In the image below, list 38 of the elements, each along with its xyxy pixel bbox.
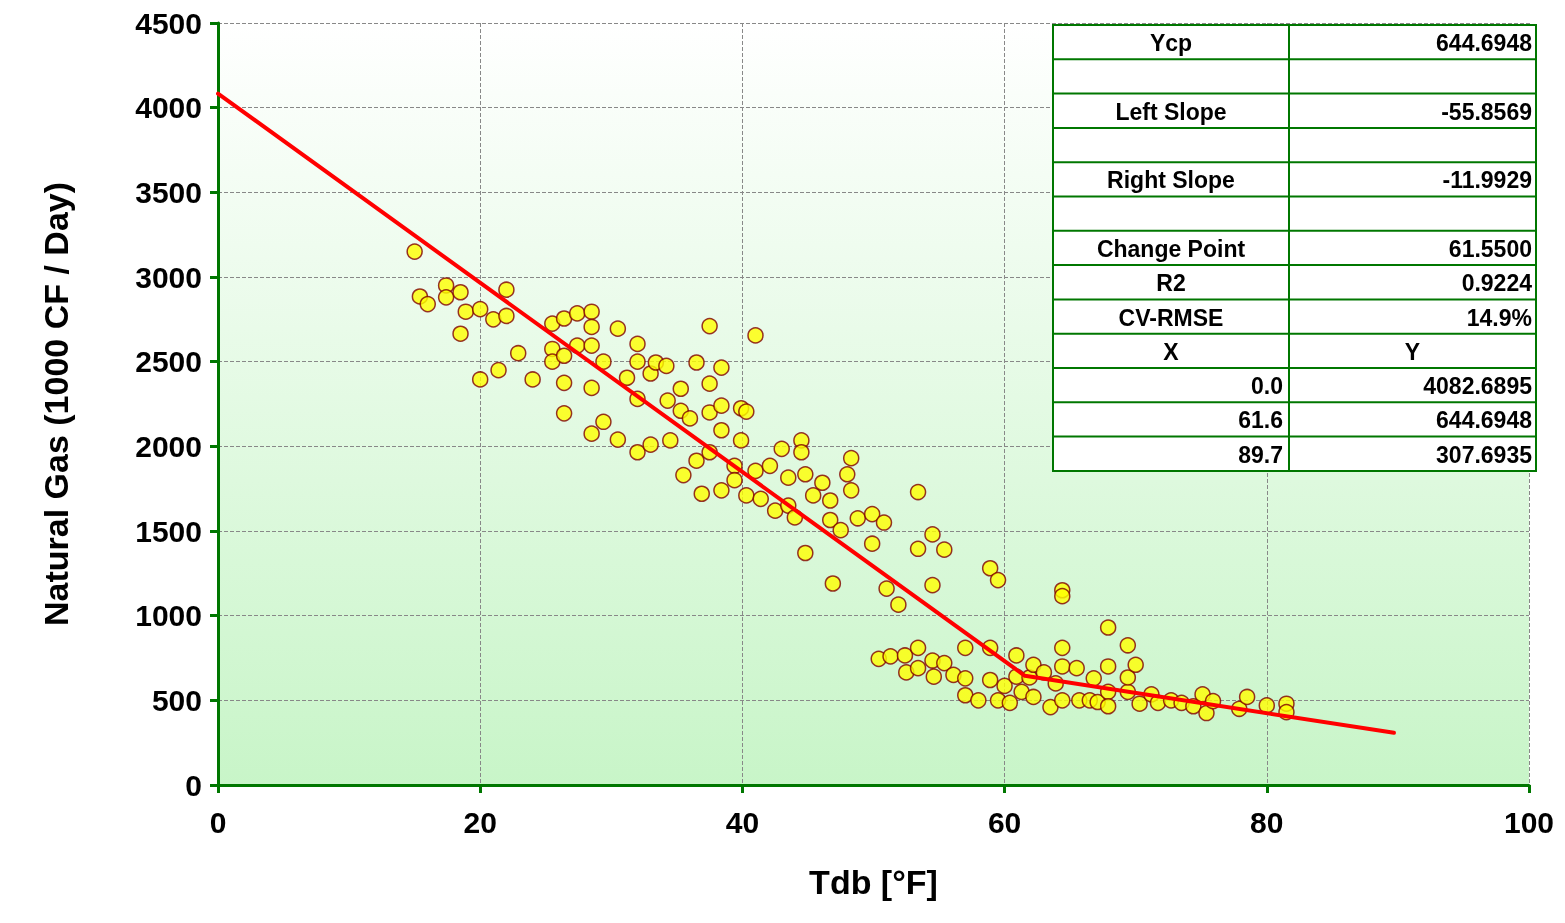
annotation: Left Slope xyxy=(1115,98,1227,125)
annotation: -55.8569 xyxy=(1441,98,1532,125)
y-tick-label: 3500 xyxy=(135,175,202,209)
annotation: Change Point xyxy=(1096,235,1246,262)
x-tick-label: 40 xyxy=(725,805,760,839)
y-tick-label: 4500 xyxy=(135,6,202,40)
y-tick-label: 1500 xyxy=(135,514,202,548)
y-tick-label: 500 xyxy=(151,683,202,717)
annotation: 0.9224 xyxy=(1461,270,1533,297)
x-tick-label: 20 xyxy=(463,805,497,839)
annotation: R2 xyxy=(1156,270,1186,297)
annotation: -11.9929 xyxy=(1442,167,1532,194)
annotation: Right Slope xyxy=(1107,167,1235,194)
annotation: 307.6935 xyxy=(1436,441,1533,468)
x-tick-label: 60 xyxy=(987,805,1022,839)
annotation: 61.5500 xyxy=(1448,235,1532,262)
annotation: 644.6948 xyxy=(1436,30,1533,57)
y-tick-label: 3000 xyxy=(135,260,202,294)
y-tick-label: 0 xyxy=(185,768,202,802)
annotation: 89.7 xyxy=(1238,441,1283,468)
x-tick-label: 0 xyxy=(209,805,227,839)
annotation: 4082.6895 xyxy=(1423,373,1533,400)
x-tick-label: 80 xyxy=(1250,805,1284,839)
annotation: Y xyxy=(1404,338,1421,365)
annotation: 61.6 xyxy=(1238,407,1283,434)
annotation: 0.0 xyxy=(1251,373,1283,400)
y-tick-label: 1000 xyxy=(135,599,202,633)
y-axis-title: Natural Gas (1000 CF / Day) xyxy=(37,181,75,627)
y-tick-label: 4000 xyxy=(135,91,202,125)
annotation: CV-RMSE xyxy=(1118,304,1224,331)
x-axis-title: Tdb [°F] xyxy=(809,863,938,901)
annotation: Ycp xyxy=(1149,30,1193,57)
annotation: 14.9% xyxy=(1466,304,1532,331)
annotation: 644.6948 xyxy=(1436,407,1533,434)
y-tick-label: 2000 xyxy=(135,429,202,463)
annotation: X xyxy=(1163,338,1180,365)
y-tick-label: 2500 xyxy=(135,345,202,379)
x-tick-label: 100 xyxy=(1503,805,1554,839)
